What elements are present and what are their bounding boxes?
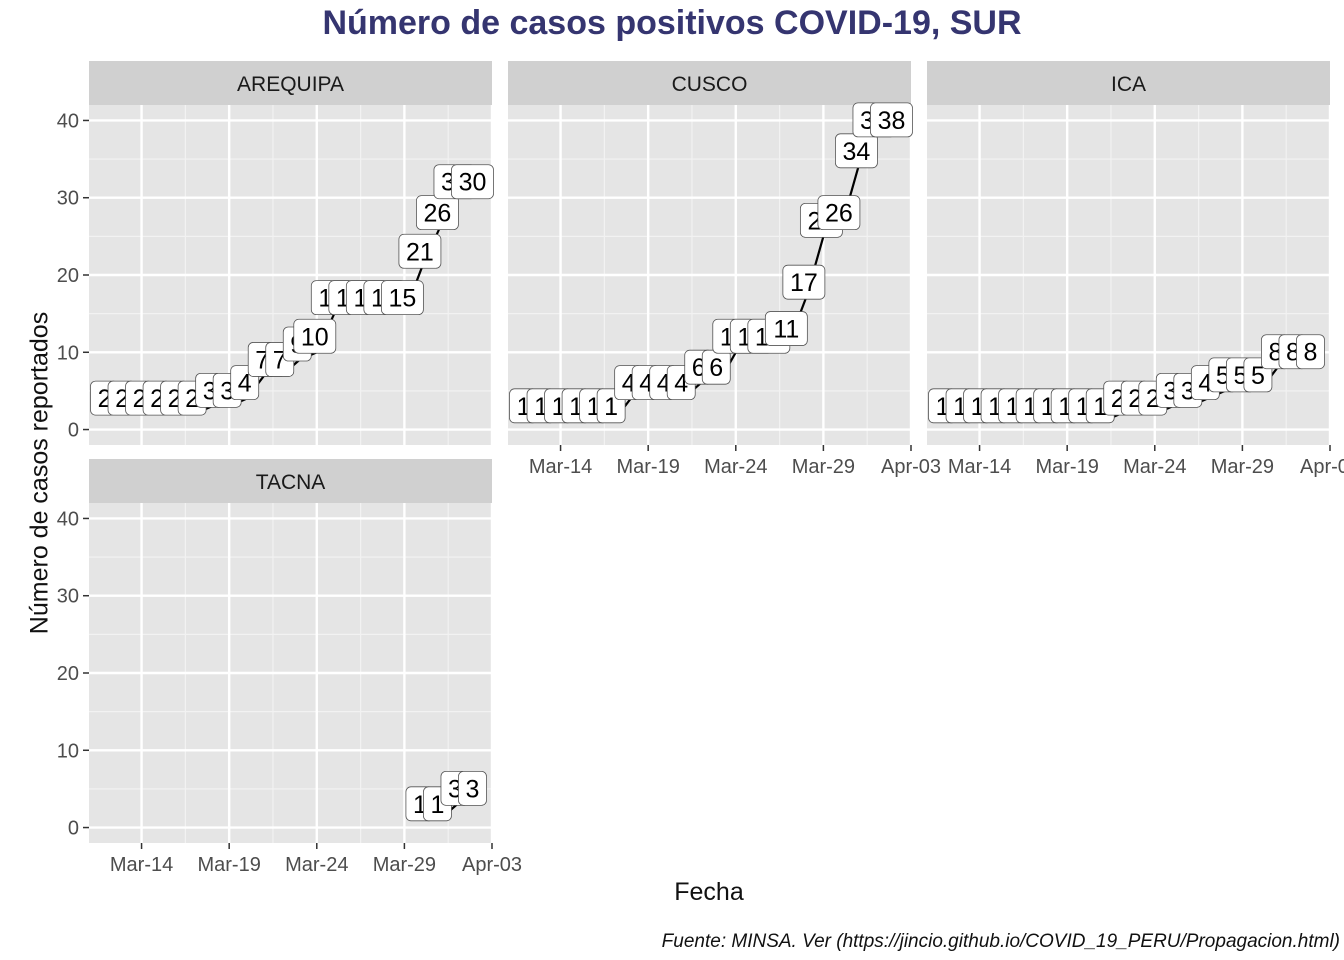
x-tick-label: Mar-24 [285, 854, 348, 876]
facet-strip [89, 61, 492, 105]
data-label: 10 [301, 323, 329, 351]
x-axis-title: Fecha [674, 878, 744, 906]
y-axis-title: Número de casos reportados [25, 311, 54, 635]
x-tick-label: Mar-29 [373, 854, 436, 876]
x-tick-label: Apr-03 [462, 854, 522, 876]
facet-panel-cusco: CUSCO11111144446610101011172526343838Mar… [508, 61, 941, 478]
data-label-box [458, 770, 487, 806]
x-tick-label: Mar-14 [948, 456, 1011, 478]
x-tick-label: Mar-24 [1123, 456, 1186, 478]
data-label: 5 [1251, 362, 1265, 390]
chart-title: Número de casos positivos COVID-19, SUR [322, 4, 1022, 42]
x-tick-label: Apr-03 [1300, 456, 1344, 478]
data-label: 30 [459, 169, 487, 197]
x-tick-label: Mar-14 [529, 456, 592, 478]
y-tick-label: 10 [57, 342, 79, 364]
facet-strip-label: AREQUIPA [237, 73, 344, 96]
data-label: 38 [878, 107, 906, 135]
facet-panel-arequipa: AREQUIPA22222233477910151515151521263030… [57, 61, 494, 445]
facet-strip [508, 61, 911, 105]
facet-strip-label: CUSCO [672, 73, 748, 96]
data-label-box [782, 264, 826, 300]
data-label-box [451, 164, 494, 200]
facet-strip [927, 61, 1330, 105]
chart-caption: Fuente: MINSA. Ver (https://jincio.githu… [661, 931, 1340, 952]
data-label: 11 [773, 316, 799, 344]
data-label-box [1296, 334, 1325, 370]
y-tick-label: 0 [68, 420, 79, 442]
data-label: 1 [604, 393, 618, 421]
data-label-box [870, 102, 913, 138]
data-label-box [380, 280, 424, 316]
data-label: 21 [406, 238, 434, 266]
facet-strip-label: ICA [1111, 73, 1146, 96]
y-tick-label: 0 [68, 818, 79, 840]
data-label: 15 [388, 285, 416, 313]
x-tick-label: Mar-29 [1211, 456, 1274, 478]
data-label: 4 [238, 370, 252, 398]
data-label: 26 [424, 200, 452, 228]
x-tick-label: Mar-29 [792, 456, 855, 478]
data-label: 26 [825, 200, 853, 228]
y-tick-label: 20 [57, 265, 79, 287]
y-tick-label: 30 [57, 188, 79, 210]
data-label: 17 [790, 269, 818, 297]
facet-strip [89, 459, 492, 503]
x-tick-label: Mar-19 [1035, 456, 1098, 478]
data-label-box [293, 318, 337, 354]
x-tick-label: Mar-19 [616, 456, 679, 478]
x-tick-label: Mar-24 [704, 456, 767, 478]
data-label: 8 [1304, 339, 1318, 367]
data-label: 34 [843, 138, 871, 166]
y-tick-label: 20 [57, 663, 79, 685]
data-label: 6 [709, 354, 723, 382]
facet-strip-label: TACNA [256, 471, 326, 494]
x-tick-label: Mar-19 [197, 854, 260, 876]
y-tick-label: 40 [57, 110, 79, 132]
y-tick-label: 30 [57, 586, 79, 608]
y-tick-label: 10 [57, 740, 79, 762]
y-tick-label: 40 [57, 508, 79, 530]
data-label: 3 [466, 775, 480, 803]
x-tick-label: Apr-03 [881, 456, 941, 478]
x-tick-label: Mar-14 [110, 854, 173, 876]
data-label-box [817, 195, 861, 231]
data-label-box [764, 311, 808, 346]
data-label-box [398, 233, 442, 269]
